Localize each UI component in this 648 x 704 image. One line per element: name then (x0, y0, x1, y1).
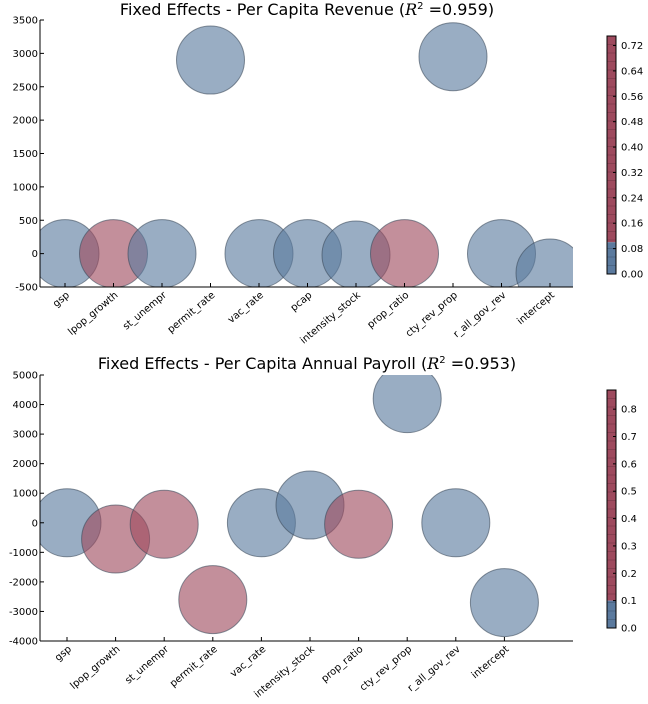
colorbar-tick-label: 0.1 (621, 596, 637, 607)
bubble-st_unempr (127, 219, 197, 287)
bubble-cty_rev_prop (372, 375, 442, 434)
bubble-intercept (515, 238, 573, 287)
x-tick-label: permit_rate (168, 644, 220, 690)
colorbar-frame (606, 35, 617, 275)
x-tick-label: permit_rate (166, 290, 218, 336)
colorbar-tick-label: 0.16 (621, 219, 643, 230)
colorbar-tick-label: 0.64 (621, 66, 643, 77)
colorbar-tick-label: 0.48 (621, 117, 643, 128)
colorbar-tick-label: 0.2 (621, 569, 637, 580)
y-tick-label: 2000 (13, 459, 38, 470)
colorbar-tick-label: 0.08 (621, 244, 643, 255)
y-tick-label: 5000 (13, 371, 38, 382)
bubble-prop_ratio (324, 489, 394, 559)
bubble-cty_rev_prop (418, 22, 488, 92)
y-tick-label: 1000 (13, 489, 38, 500)
bubbles (40, 375, 539, 638)
colorbar-tick-label: 0.7 (621, 432, 637, 443)
y-tick-label: -3000 (9, 607, 38, 618)
bubble-permit_rate (176, 25, 245, 95)
y-tick-label: 2500 (13, 82, 38, 93)
y-tick-label: 4000 (13, 400, 38, 411)
y-tick-label: 3000 (13, 49, 38, 60)
colorbar-tick-label: 0.72 (621, 41, 643, 52)
y-tick-label: 3000 (13, 430, 38, 441)
colorbar-tick-label: 0.3 (621, 541, 637, 552)
x-tick-label: r_all_gov_rev (451, 290, 508, 340)
colorbar-tick-label: 0.56 (621, 92, 643, 103)
chart-2: Fixed Effects - Per Capita Annual Payrol… (9, 354, 637, 700)
y-tick-label: 1000 (13, 182, 38, 193)
colorbar-tick-label: 0.6 (621, 459, 637, 470)
x-tick-label: lpop_growth (68, 644, 122, 692)
y-tick-label: 1500 (13, 149, 38, 160)
colorbar-tick-label: 0.32 (621, 168, 643, 179)
bubble-prop_ratio (370, 219, 439, 287)
x-tick-label: vac_rate (228, 644, 268, 680)
bubble-intercept (469, 568, 539, 638)
chart-title: Fixed Effects - Per Capita Revenue (R2 =… (120, 0, 494, 19)
bubbles (40, 22, 573, 287)
colorbar-tick-label: 0.5 (621, 487, 637, 498)
x-tick-label: st_unempr (123, 643, 171, 686)
x-tick-label: prop_ratio (365, 290, 411, 331)
colorbar-frame (606, 389, 617, 629)
x-tick-label: pcap (289, 290, 315, 314)
x-tick-label: r_all_gov_rev (406, 644, 463, 694)
bubble-st_unempr (129, 489, 199, 559)
colorbar-high (607, 390, 616, 601)
colorbar-high (607, 36, 616, 243)
colorbar-tick-label: 0.0 (621, 624, 637, 635)
x-tick-label: prop_ratio (320, 644, 366, 685)
y-tick-label: -2000 (9, 577, 38, 588)
colorbar-tick-label: 0.8 (621, 405, 637, 416)
y-tick-label: 3500 (13, 16, 38, 27)
chart-title: Fixed Effects - Per Capita Annual Payrol… (98, 354, 516, 373)
x-tick-label: gsp (51, 290, 72, 310)
y-tick-label: 500 (19, 216, 38, 227)
x-tick-label: intercept (515, 290, 557, 327)
x-tick-label: st_unempr (121, 289, 169, 332)
colorbar-tick-label: 0.40 (621, 143, 643, 154)
chart-1: Fixed Effects - Per Capita Revenue (R2 =… (13, 0, 644, 346)
y-tick-label: 0 (32, 518, 38, 529)
colorbar-low (607, 242, 616, 274)
y-tick-label: 2000 (13, 116, 38, 127)
colorbar-tick-label: 0.24 (621, 193, 643, 204)
x-tick-label: lpop_growth (66, 290, 120, 338)
colorbar-low (607, 600, 616, 628)
bubble-permit_rate (178, 565, 248, 635)
colorbar-tick-label: 0.4 (621, 514, 637, 525)
x-tick-label: vac_rate (226, 290, 266, 326)
y-tick-label: -500 (15, 283, 38, 294)
bubble-r_all_gov_rev (421, 488, 491, 558)
x-tick-label: gsp (53, 644, 74, 664)
x-tick-label: intercept (470, 644, 512, 681)
y-tick-label: -4000 (9, 637, 38, 648)
y-tick-label: -1000 (9, 548, 38, 559)
colorbar-tick-label: 0.00 (621, 270, 643, 281)
y-tick-label: 0 (32, 249, 38, 260)
